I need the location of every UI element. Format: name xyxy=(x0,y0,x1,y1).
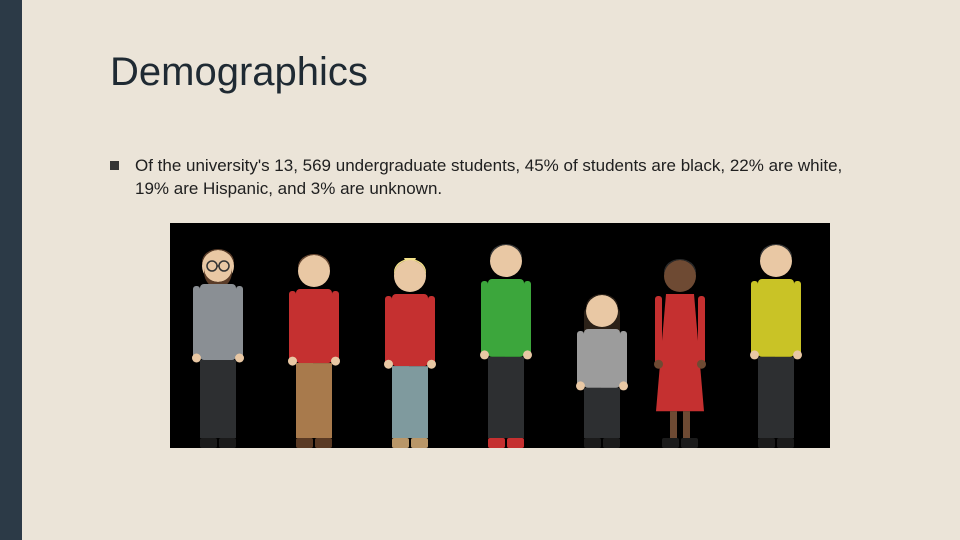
people-illustration xyxy=(170,223,830,448)
person-figure xyxy=(376,258,444,448)
person-figure xyxy=(472,243,540,448)
person-figure xyxy=(742,243,810,448)
bullet-text: Of the university's 13, 569 undergraduat… xyxy=(135,155,855,201)
bullet-marker-icon xyxy=(110,161,119,170)
person-figure xyxy=(280,253,348,448)
slide-content: Demographics Of the university's 13, 569… xyxy=(110,50,900,448)
bullet-row: Of the university's 13, 569 undergraduat… xyxy=(110,155,900,201)
slide-title: Demographics xyxy=(110,50,900,95)
slide-sidebar xyxy=(0,0,22,540)
person-figure xyxy=(568,293,636,448)
person-figure xyxy=(184,248,252,448)
person-figure xyxy=(646,258,714,448)
